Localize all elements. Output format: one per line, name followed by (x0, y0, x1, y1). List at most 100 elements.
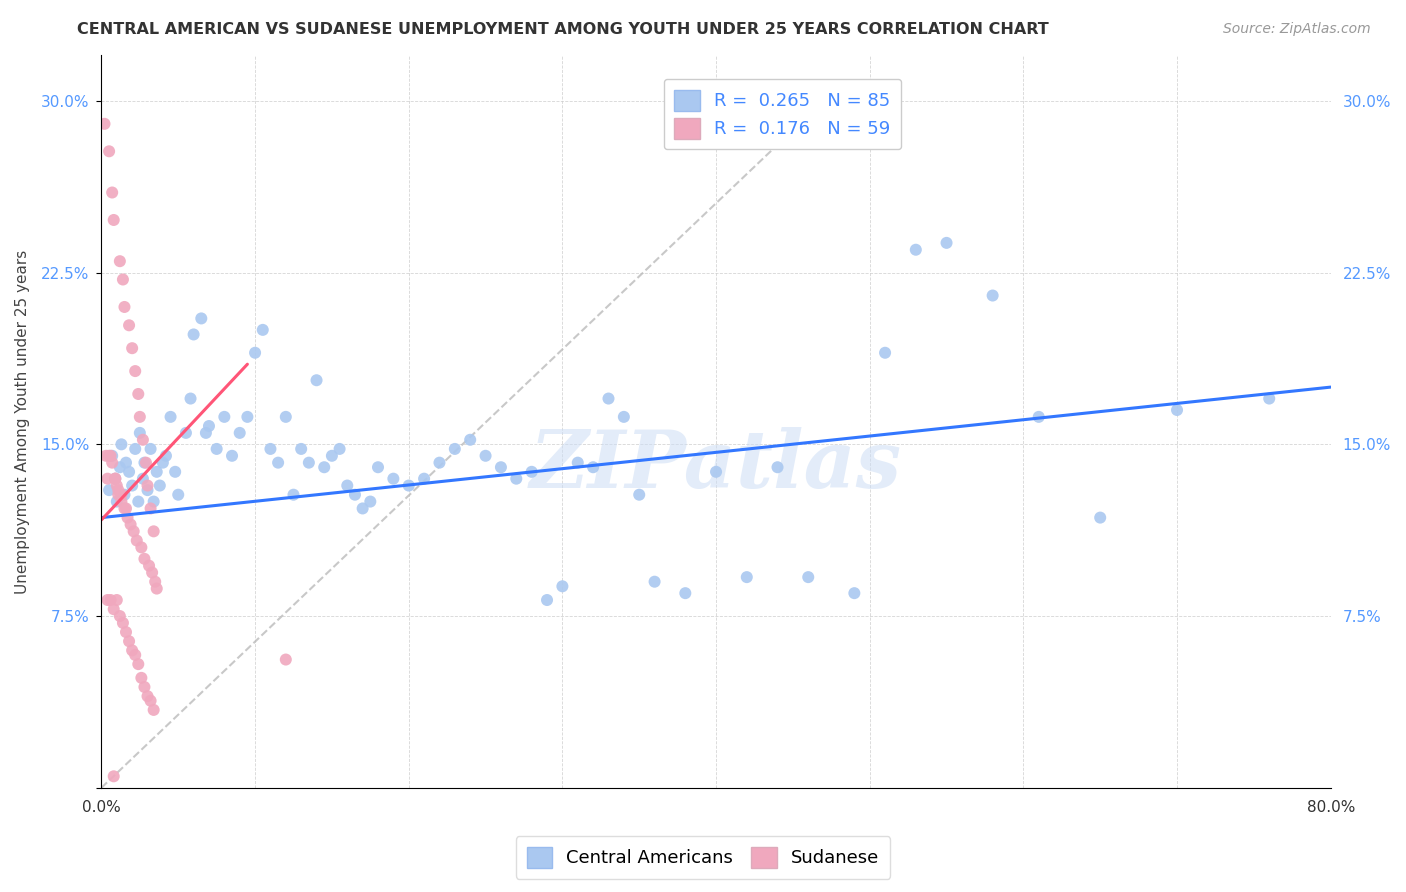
Point (94, 449, 117, 463)
Point (120, 517, 142, 532)
Point (536, 593, 558, 607)
Point (103, 213, 125, 227)
Point (214, 409, 236, 424)
Text: CENTRAL AMERICAN VS SUDANESE UNEMPLOYMENT AMONG YOUTH UNDER 25 YEARS CORRELATION: CENTRAL AMERICAN VS SUDANESE UNEMPLOYMEN… (77, 22, 1049, 37)
Point (108, 609, 131, 624)
Point (180, 392, 202, 406)
Point (101, 449, 124, 463)
Point (174, 425, 197, 440)
Point (124, 364, 146, 378)
Point (167, 488, 190, 502)
Point (93, 117, 115, 131)
Point (97, 472, 120, 486)
Point (198, 419, 221, 434)
Point (844, 586, 866, 600)
Point (136, 478, 159, 492)
Point (134, 551, 156, 566)
Point (121, 643, 143, 657)
Point (104, 472, 127, 486)
Point (875, 345, 897, 359)
Point (138, 558, 160, 573)
Point (110, 488, 132, 502)
Point (474, 449, 496, 463)
Point (1028, 409, 1050, 424)
Point (108, 460, 131, 475)
Point (127, 657, 149, 672)
Point (100, 593, 122, 607)
Point (1166, 403, 1188, 417)
Point (336, 478, 359, 492)
Point (118, 465, 141, 479)
Point (98, 145, 121, 159)
Point (458, 433, 481, 447)
Point (613, 409, 636, 424)
Point (520, 465, 543, 479)
Point (314, 460, 336, 475)
Point (103, 769, 125, 783)
Point (124, 648, 146, 662)
Point (132, 433, 155, 447)
Point (329, 442, 352, 456)
Point (321, 449, 343, 463)
Point (103, 602, 125, 616)
Point (567, 456, 589, 470)
Point (127, 494, 149, 508)
Point (139, 501, 162, 516)
Point (598, 392, 620, 406)
Point (97, 593, 120, 607)
Point (128, 409, 150, 424)
Point (194, 425, 217, 440)
Point (139, 694, 162, 708)
Point (159, 409, 181, 424)
Point (673, 586, 696, 600)
Point (115, 456, 138, 470)
Point (101, 456, 124, 470)
Point (243, 345, 266, 359)
Point (398, 478, 420, 492)
Point (121, 341, 143, 355)
Point (143, 574, 166, 589)
Point (142, 494, 165, 508)
Point (704, 465, 727, 479)
Point (111, 615, 134, 630)
Point (107, 488, 129, 502)
Point (165, 465, 187, 479)
Point (131, 671, 153, 685)
Point (283, 488, 305, 502)
Point (274, 409, 297, 424)
Point (267, 456, 290, 470)
Point (117, 510, 139, 524)
Point (155, 449, 177, 463)
Point (139, 442, 162, 456)
Point (367, 460, 389, 475)
Text: Source: ZipAtlas.com: Source: ZipAtlas.com (1223, 22, 1371, 37)
Point (352, 501, 374, 516)
Point (114, 300, 136, 314)
Point (98, 483, 121, 497)
Point (290, 442, 312, 456)
Point (105, 593, 128, 607)
Point (115, 501, 138, 516)
Point (766, 460, 789, 475)
Point (149, 478, 172, 492)
Y-axis label: Unemployment Among Youth under 25 years: Unemployment Among Youth under 25 years (15, 250, 30, 593)
Point (141, 566, 163, 580)
Text: ZIPatlas: ZIPatlas (530, 426, 903, 504)
Point (107, 483, 129, 497)
Point (132, 472, 155, 486)
Point (183, 327, 205, 342)
Point (127, 387, 149, 401)
Point (981, 288, 1004, 302)
Point (114, 488, 136, 502)
Point (205, 442, 228, 456)
Point (105, 478, 128, 492)
Point (125, 533, 148, 548)
Point (628, 488, 651, 502)
Point (104, 472, 127, 486)
Point (1090, 510, 1112, 524)
Point (489, 460, 512, 475)
Point (121, 478, 143, 492)
Point (111, 272, 134, 286)
Point (228, 425, 250, 440)
Point (105, 494, 128, 508)
